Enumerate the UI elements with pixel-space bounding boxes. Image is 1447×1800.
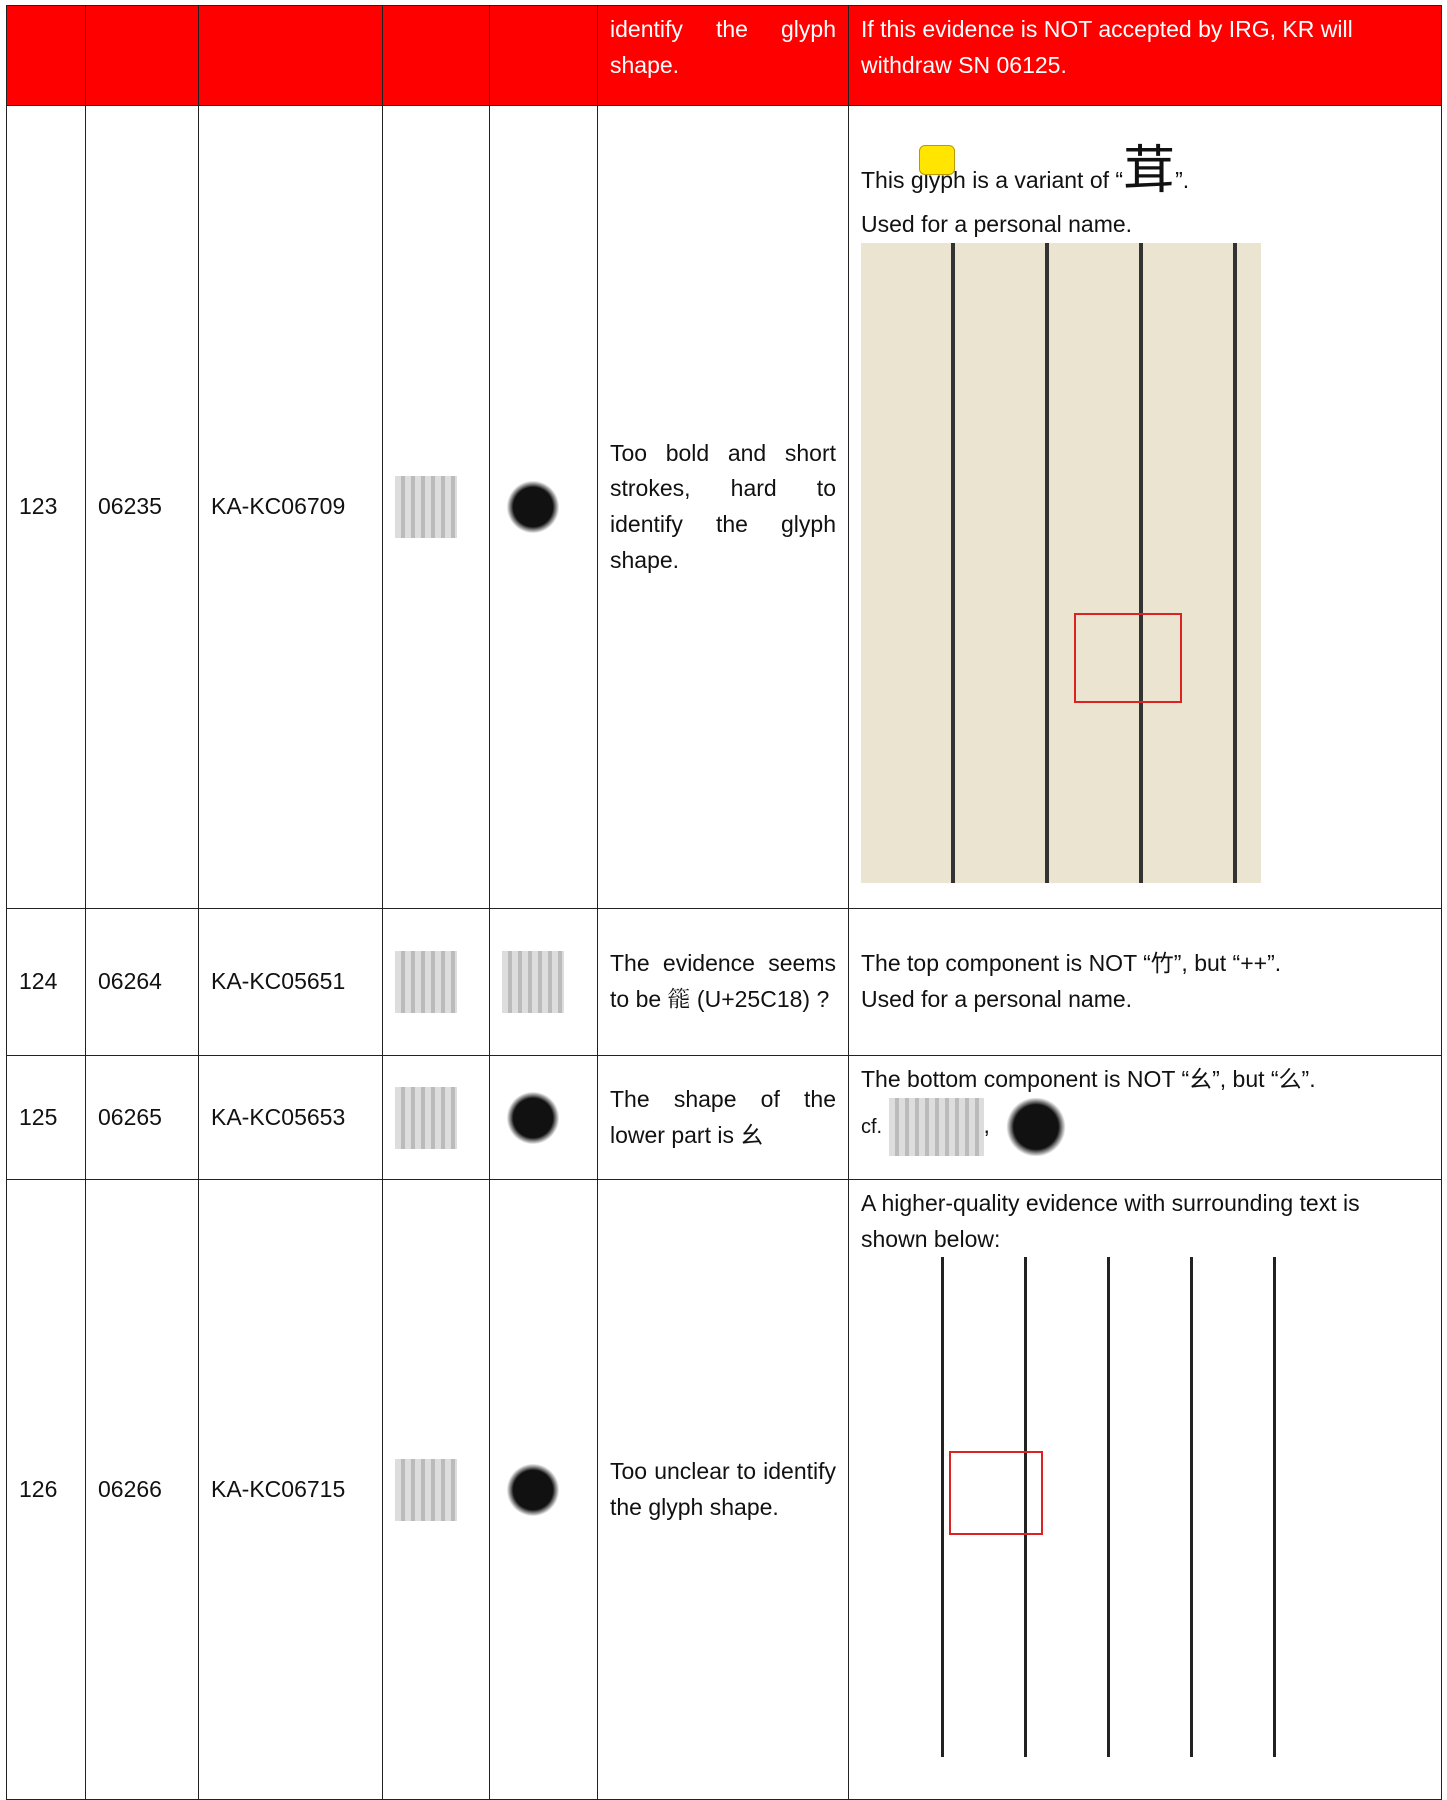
row-number: 126 [6, 1179, 86, 1800]
source-reference: KA-KC05653 [198, 1055, 383, 1180]
text: Used for a personal name. [861, 211, 1133, 237]
serial-number: 06265 [85, 1055, 199, 1180]
comment: The shape of the lower part is 幺 [597, 1055, 849, 1180]
serial-number: 06264 [85, 908, 199, 1056]
table-row: 126 06266 KA-KC06715 Too unclear to iden… [6, 1179, 1442, 1800]
text: The top component is NOT “竹”, but “++”. [861, 950, 1282, 977]
text: cf. [861, 1115, 883, 1138]
highlight-box [1074, 612, 1182, 703]
text: Used for a personal name. [861, 986, 1133, 1012]
response: This glyph is a variant of “茸”. Used for… [848, 105, 1442, 909]
source-reference: KA-KC06709 [198, 105, 383, 909]
comment: Too unclear to identify the glyph shape. [597, 1179, 849, 1800]
response: The bottom component is NOT “幺”, but “么”… [848, 1055, 1442, 1180]
highlight-box [949, 1451, 1043, 1536]
response: If this evidence is NOT accepted by IRG,… [848, 5, 1442, 106]
table-row: 124 06264 KA-KC05651 The evidence seems … [6, 908, 1442, 1056]
comment: identify the glyph shape. [597, 5, 849, 106]
source-reference: KA-KC05651 [198, 908, 383, 1056]
serial-number: 06266 [85, 1179, 199, 1800]
cjk-char: 茸 [1123, 142, 1176, 201]
evidence-image [502, 476, 564, 538]
text: A higher-quality evidence with surroundi… [861, 1190, 1360, 1252]
table-row: 125 06265 KA-KC05653 The shape of the lo… [6, 1055, 1442, 1180]
response: The top component is NOT “竹”, but “++”. U… [848, 908, 1442, 1056]
cf-image [996, 1097, 1077, 1156]
evidence-image [502, 1458, 564, 1521]
row-number: 124 [6, 908, 86, 1056]
text: , [983, 1111, 990, 1138]
row-number: 125 [6, 1055, 86, 1180]
glyph-image [395, 1086, 457, 1149]
glyph-image [395, 1458, 457, 1521]
cf-image [888, 1097, 984, 1156]
evidence-scan [861, 242, 1261, 883]
table-row: 123 06235 KA-KC06709 Too bold and short … [6, 105, 1442, 909]
text: ”. [1175, 167, 1190, 194]
evidence-table: identify the glyph shape. If this eviden… [6, 5, 1442, 1800]
comment: Too bold and short strokes, hard to iden… [597, 105, 849, 909]
evidence-image [502, 1086, 564, 1149]
source-reference: KA-KC06715 [198, 1179, 383, 1800]
comment: The evidence seems to be 𥰘 (U+25C18) ? [597, 908, 849, 1056]
response: A higher-quality evidence with surroundi… [848, 1179, 1442, 1800]
comment-icon[interactable] [919, 145, 955, 176]
glyph-image [395, 476, 457, 538]
glyph-image [395, 951, 457, 1013]
text: This glyph is a variant of “ [861, 167, 1124, 194]
text: The bottom component is NOT “幺”, but “么”… [861, 1066, 1316, 1092]
row-number: 123 [6, 105, 86, 909]
table-row: identify the glyph shape. If this eviden… [6, 5, 1442, 106]
serial-number: 06235 [85, 105, 199, 909]
evidence-scan [861, 1257, 1301, 1758]
evidence-image [502, 951, 564, 1013]
